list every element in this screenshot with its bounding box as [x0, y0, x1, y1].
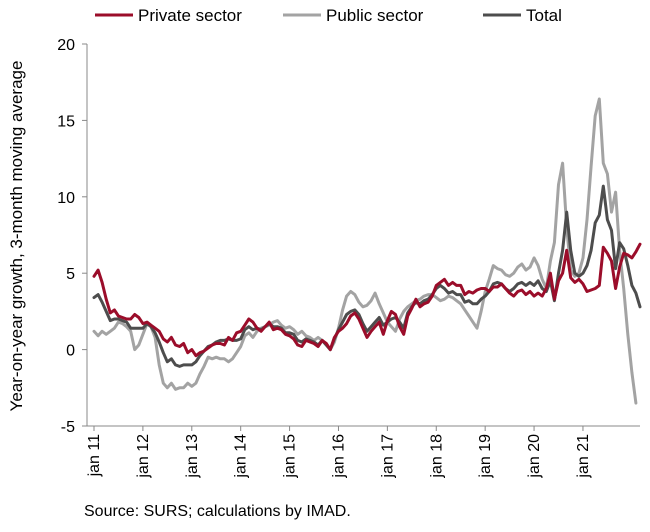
y-tick-label: 0 [66, 343, 75, 360]
x-tick-label: jan 18 [428, 434, 445, 479]
y-tick-label: 10 [57, 190, 75, 207]
x-axis: jan 11 jan 12 jan 13 jan 14 jan 15 jan 16 jan … [86, 425, 640, 479]
y-tick-label: 5 [66, 266, 75, 283]
series-line-total [92, 184, 642, 368]
x-tick-label: jan 17 [379, 434, 396, 479]
y-axis: -5 0 5 10 15 20 [57, 37, 88, 436]
series-lines [92, 97, 642, 405]
x-tick-label: jan 11 [86, 434, 103, 478]
x-tick-label: jan 12 [135, 434, 152, 479]
legend-label: Public sector [326, 6, 424, 25]
x-tick-label: jan 19 [477, 434, 494, 479]
x-tick-label: jan 20 [526, 434, 543, 479]
y-tick-label: -5 [61, 419, 75, 436]
x-tick-label: jan 14 [233, 434, 250, 479]
series-line-public-sector [92, 97, 638, 405]
x-tick-label: jan 16 [330, 434, 347, 479]
y-tick-label: 20 [57, 37, 75, 54]
y-tick-label: 15 [57, 113, 75, 130]
legend: Private sector Public sector Total [95, 6, 562, 25]
series-line-private-sector [92, 242, 642, 358]
source-note: Source: SURS; calculations by IMAD. [84, 503, 351, 520]
legend-label: Private sector [138, 6, 242, 25]
x-tick-label: jan 13 [184, 434, 201, 479]
x-tick-label: jan 15 [282, 434, 299, 479]
x-tick-label: jan 21 [575, 434, 592, 479]
legend-label: Total [526, 6, 562, 25]
y-axis-title: Year-on-year growth, 3-month moving aver… [7, 61, 26, 412]
